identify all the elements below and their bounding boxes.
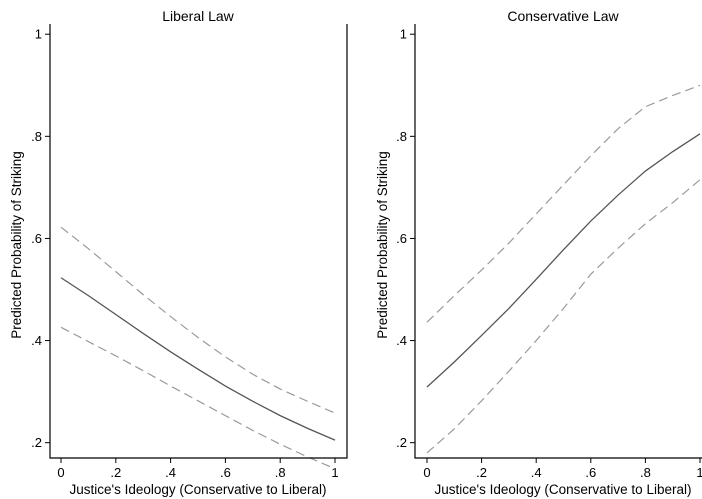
- series-line-upper: [60, 226, 336, 414]
- y-tick-label: .2: [396, 435, 407, 450]
- x-axis-title: Justice's Ideology (Conservative to Libe…: [435, 482, 692, 497]
- y-tick-label: .4: [396, 333, 407, 348]
- panel-title: Conservative Law: [507, 8, 619, 24]
- x-tick-label: 0: [423, 465, 430, 480]
- panel-title: Liberal Law: [162, 8, 234, 24]
- x-tick-label: 1: [331, 465, 338, 480]
- x-axis-title: Justice's Ideology (Conservative to Libe…: [70, 482, 327, 497]
- y-tick-label: .6: [396, 231, 407, 246]
- x-tick-label: .8: [640, 465, 651, 480]
- x-tick-label: 0: [57, 465, 64, 480]
- y-tick-label: .2: [31, 435, 42, 450]
- panel-conservative-law: Conservative Law Predicted Probability o…: [375, 8, 702, 497]
- panel-liberal-law: Liberal Law Predicted Probability of Str…: [9, 8, 348, 497]
- series-line-upper: [426, 84, 701, 323]
- x-tick-label: .4: [531, 465, 542, 480]
- y-tick-label: .8: [31, 129, 42, 144]
- y-tick-label: .4: [31, 333, 42, 348]
- x-tick-label: .6: [585, 465, 596, 480]
- series-line-estimate: [426, 133, 701, 388]
- x-tick-label: .6: [220, 465, 231, 480]
- series-line-lower: [426, 179, 701, 454]
- y-tick-label: 1: [35, 27, 42, 42]
- y-tick-label: 1: [400, 27, 407, 42]
- y-tick-label: .8: [396, 129, 407, 144]
- y-axis-title: Predicted Probability of Striking: [375, 151, 390, 339]
- series-line-lower: [60, 326, 336, 470]
- x-tick-label: 1: [696, 465, 702, 480]
- plot-frame: [414, 24, 702, 459]
- series-line-estimate: [60, 277, 336, 441]
- x-tick-label: .4: [165, 465, 176, 480]
- y-tick-label: .6: [31, 231, 42, 246]
- x-tick-label: .2: [110, 465, 121, 480]
- plot-frame: [49, 24, 348, 459]
- x-tick-label: .8: [275, 465, 286, 480]
- x-tick-label: .2: [476, 465, 487, 480]
- y-axis-title: Predicted Probability of Striking: [9, 151, 24, 339]
